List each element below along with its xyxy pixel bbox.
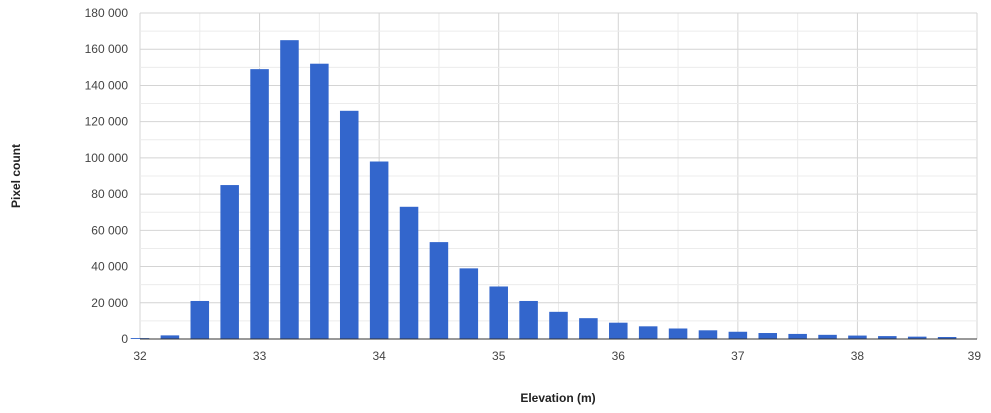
histogram-bar <box>280 40 299 340</box>
histogram-bar <box>937 337 957 339</box>
histogram-bar <box>848 335 867 339</box>
histogram-bar <box>310 63 329 340</box>
x-tick-label: 33 <box>253 349 267 363</box>
y-tick-label: 20 000 <box>91 296 128 310</box>
y-tick-label: 120 000 <box>85 115 129 129</box>
histogram-bar <box>160 335 180 339</box>
histogram-bar <box>339 110 359 339</box>
histogram-bar <box>549 311 568 339</box>
histogram-bar <box>878 336 897 339</box>
y-tick-label: 40 000 <box>91 260 128 274</box>
y-tick-label: 80 000 <box>91 187 128 201</box>
histogram-bar <box>609 322 628 339</box>
y-axis-tick-labels: 0 20 000 40 000 60 000 80 000 100 000 120 000 1… <box>85 6 129 346</box>
x-tick-label: 34 <box>372 349 386 363</box>
x-tick-label: 36 <box>612 349 626 363</box>
y-tick-label: 160 000 <box>85 42 129 56</box>
histogram-bar <box>429 242 449 339</box>
x-tick-label: 35 <box>492 349 506 363</box>
histogram-bar <box>519 300 538 339</box>
histogram-bar <box>459 268 479 339</box>
histogram-bar <box>190 300 210 339</box>
y-axis-title: Pixel count <box>9 144 23 208</box>
histogram-bar <box>638 326 658 339</box>
x-tick-label: 37 <box>731 349 745 363</box>
x-axis-title: Elevation (m) <box>520 391 595 405</box>
histogram-bar <box>250 69 269 339</box>
x-tick-label: 39 <box>968 349 982 363</box>
histogram-bar <box>579 318 598 339</box>
x-tick-label: 38 <box>851 349 865 363</box>
histogram-bar <box>788 333 807 339</box>
histogram-bar <box>130 338 150 339</box>
histogram-bars <box>130 40 957 340</box>
histogram-bar <box>907 336 927 339</box>
histogram-bar <box>728 331 748 339</box>
histogram-bar <box>220 185 239 339</box>
histogram-bar <box>818 334 837 339</box>
y-tick-label: 0 <box>121 332 128 346</box>
x-tick-label: 32 <box>133 349 147 363</box>
histogram-bar <box>399 206 419 339</box>
y-tick-label: 100 000 <box>85 151 129 165</box>
y-tick-label: 180 000 <box>85 6 129 20</box>
histogram-bar <box>668 328 688 339</box>
histogram-bar <box>698 330 718 339</box>
histogram-bar <box>369 161 389 339</box>
histogram-bar <box>758 333 778 339</box>
gridlines <box>139 12 978 340</box>
y-tick-label: 140 000 <box>85 78 129 92</box>
x-axis-tick-labels: 32 33 34 35 36 37 38 39 <box>133 349 981 363</box>
y-tick-label: 60 000 <box>91 223 128 237</box>
histogram-bar <box>489 286 508 339</box>
